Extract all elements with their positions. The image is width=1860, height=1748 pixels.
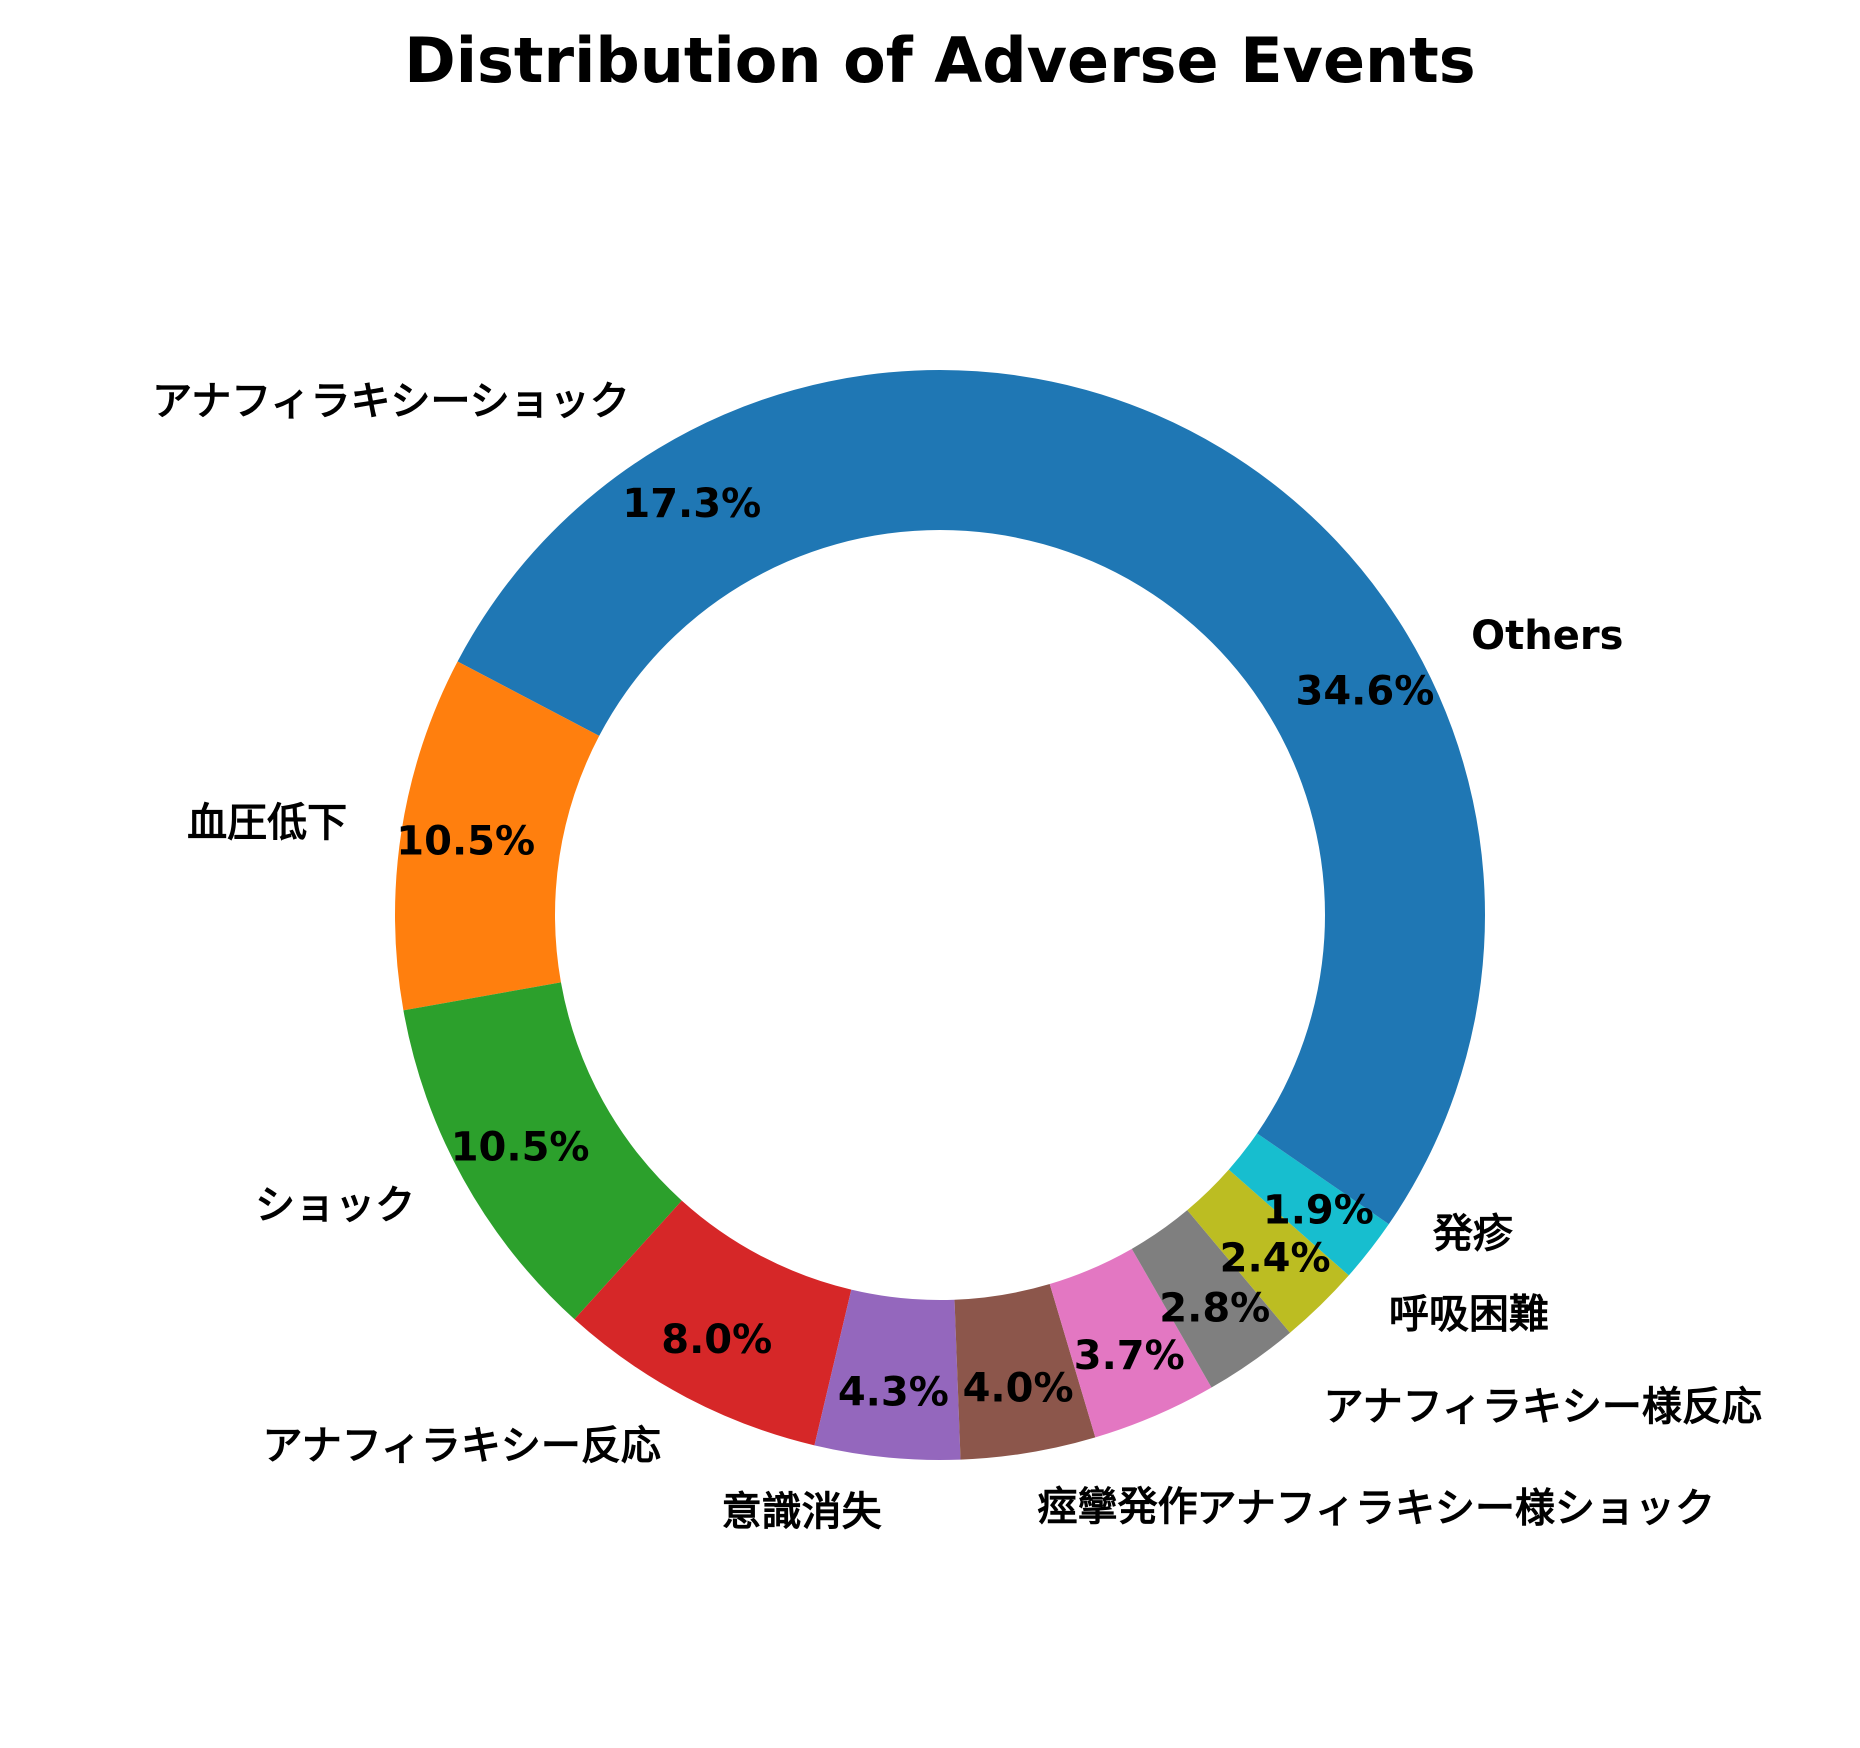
pct-label-8: 2.4%	[1220, 1236, 1331, 1282]
chart-title: Distribution of Adverse Events	[404, 24, 1475, 97]
pct-label-3: 8.0%	[661, 1317, 772, 1363]
category-label-4: 意識消失	[722, 1489, 883, 1535]
slice-6	[1049, 1248, 1212, 1438]
pct-label-0: 17.3%	[622, 481, 761, 527]
category-label-7: アナフィラキシー様反応	[1323, 1384, 1761, 1430]
category-label-3: アナフィラキシー反応	[263, 1423, 661, 1469]
pct-label-6: 3.7%	[1074, 1333, 1185, 1379]
category-label-1: 血圧低下	[187, 800, 347, 846]
pct-label-2: 10.5%	[451, 1125, 590, 1171]
slice-1	[395, 661, 600, 1011]
pct-label-9: 1.9%	[1263, 1187, 1374, 1233]
slice-0	[457, 370, 940, 736]
category-label-2: ショック	[255, 1183, 415, 1229]
slice-10	[940, 369, 1486, 1225]
pct-label-7: 2.8%	[1159, 1286, 1270, 1332]
category-label-9: 発疹	[1433, 1211, 1514, 1257]
category-label-6: アナフィラキシー様ショック	[1197, 1485, 1715, 1531]
slice-3	[574, 1200, 852, 1446]
donut-slices	[395, 369, 1486, 1461]
category-label-0: アナフィラキシーショック	[152, 378, 630, 424]
slice-2	[403, 982, 682, 1320]
slice-4	[814, 1289, 961, 1461]
pct-label-5: 4.0%	[963, 1366, 1074, 1412]
category-label-8: 呼吸困難	[1389, 1292, 1549, 1338]
slice-5	[954, 1284, 1096, 1460]
category-label-10: Others	[1471, 613, 1623, 659]
percentage-labels: 17.3% 10.5% 10.5% 8.0% 4.3% 4.0%3.7%2.8%2.4%1…	[396, 481, 1434, 1416]
slice-7	[1131, 1210, 1291, 1388]
category-label-5: 痙攣発作	[1038, 1484, 1198, 1530]
slice-8	[1187, 1169, 1349, 1333]
slice-9	[1228, 1133, 1389, 1276]
pct-label-1: 10.5%	[396, 818, 535, 864]
pct-label-4: 4.3%	[838, 1370, 949, 1416]
pct-label-10: 34.6%	[1296, 669, 1435, 715]
